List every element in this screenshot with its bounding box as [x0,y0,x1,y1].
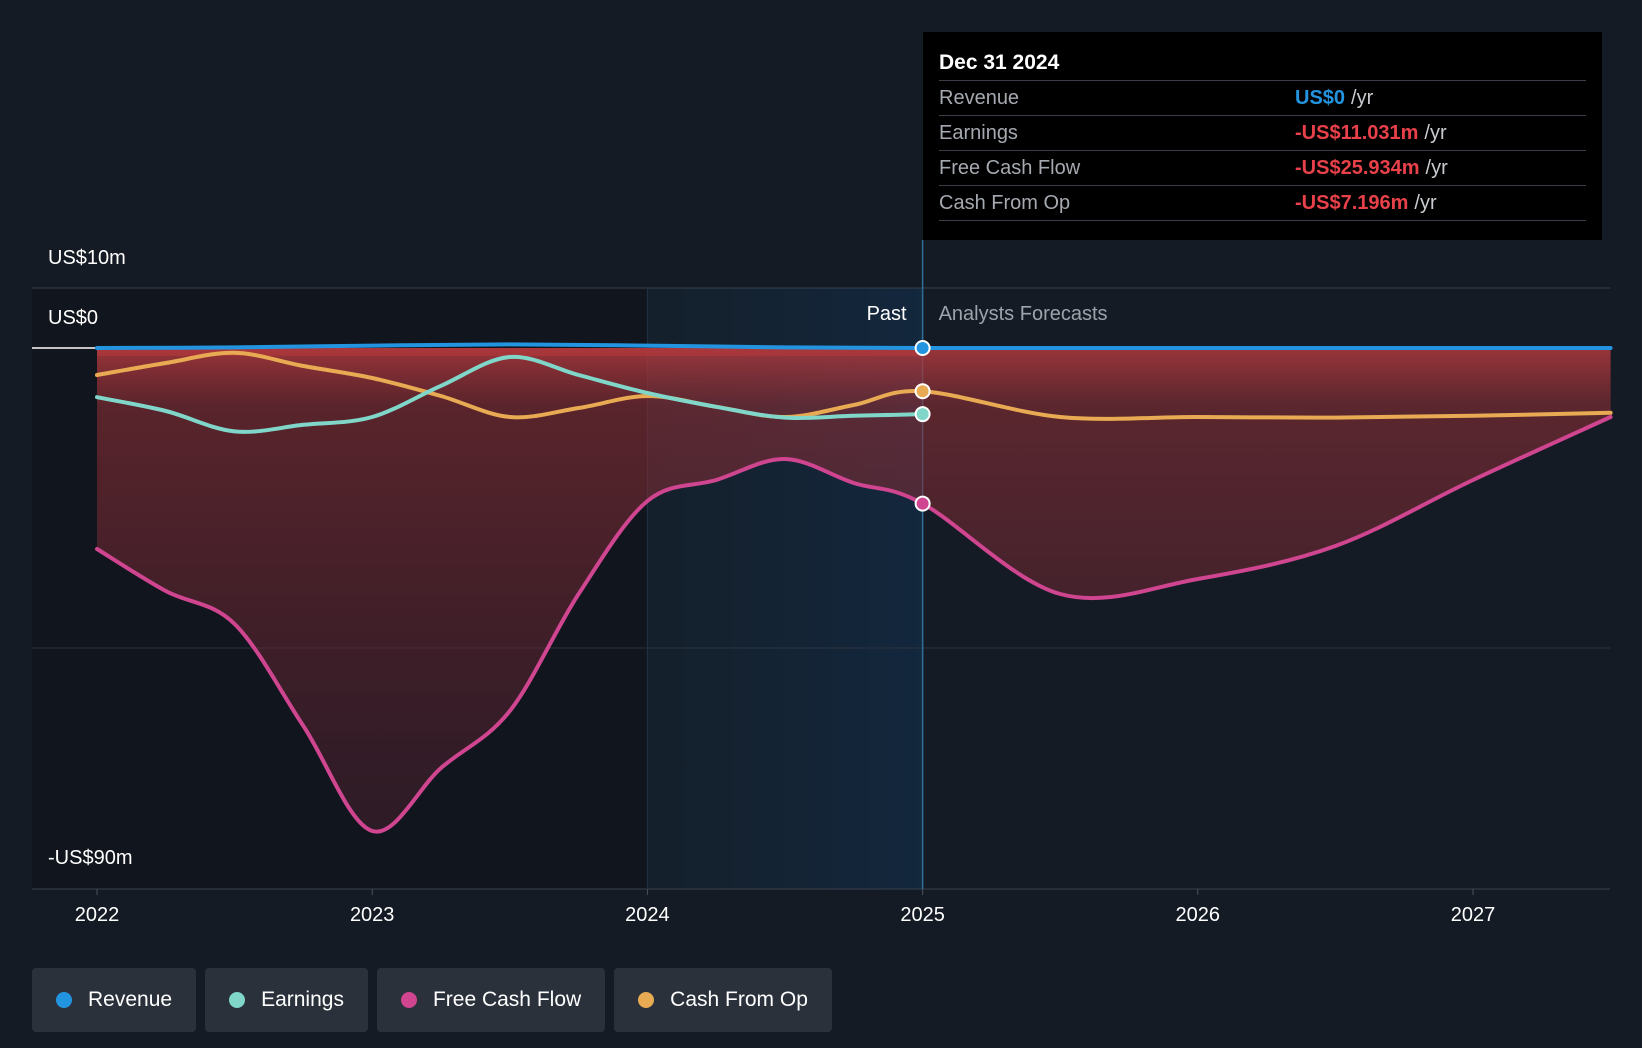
series-line-earnings [95,354,925,434]
tooltip-unit: /yr [1425,156,1448,179]
series-line-free-cash-flow [95,415,1613,834]
y-axis-label: -US$90m [48,847,132,869]
financial-chart: US$10m US$0 -US$90m 2022 2023 2024 2025 2026 202… [32,240,1613,926]
earnings-dot-icon [229,992,246,1008]
tooltip-label: Earnings [939,121,1018,144]
forecast-label: Analysts Forecasts [939,303,1108,325]
tooltip-value: -US$11.031m [1295,121,1419,144]
tooltip-row-revenue: Revenue US$0 /yr [939,80,1586,115]
negative-area-fill [97,348,1611,832]
tooltip-unit: /yr [1414,191,1437,214]
legend-item-free-cash-flow[interactable]: Free Cash Flow [376,968,606,1032]
x-tick-label: 2026 [1176,904,1221,926]
tooltip-row-cash-from-op: Cash From Op -US$7.196m /yr [939,185,1586,221]
tooltip-row-earnings: Earnings -US$11.031m /yr [939,115,1586,150]
legend-item-cash-from-op[interactable]: Cash From Op [614,968,832,1032]
marker-earnings [914,406,931,423]
legend-item-earnings[interactable]: Earnings [205,968,368,1032]
tooltip-unit: /yr [1351,86,1374,109]
x-tick-label: 2027 [1451,904,1496,926]
past-label: Past [867,303,907,325]
tooltip-value: -US$25.934m [1295,156,1420,179]
zero-band [97,348,923,356]
x-tick-label: 2023 [350,904,395,926]
x-tick-label: 2024 [625,904,670,926]
x-tick-label: 2022 [75,904,120,926]
tooltip-row-free-cash-flow: Free Cash Flow -US$25.934m /yr [939,150,1586,185]
revenue-dot-icon [56,992,72,1008]
tooltip-label: Free Cash Flow [939,156,1081,179]
marker-cash-from-op [914,383,931,400]
y-axis-label: US$10m [48,247,126,269]
legend: Revenue Earnings Free Cash Flow Cash Fro… [32,968,832,1032]
legend-label: Earnings [261,988,344,1011]
legend-label: Cash From Op [670,988,808,1011]
cash-from-op-dot-icon [638,992,655,1008]
legend-label: Revenue [88,988,173,1011]
y-axis-label: US$0 [48,307,98,329]
series-line-revenue [95,342,1613,351]
legend-item-revenue[interactable]: Revenue [32,968,197,1032]
tooltip-date: Dec 31 2024 [939,51,1060,74]
legend-label: Free Cash Flow [432,988,582,1011]
tooltip-label: Cash From Op [939,191,1071,214]
tooltip-panel: Dec 31 2024 Revenue US$0 /yr Earnings -U… [923,32,1602,240]
tooltip-value: US$0 [1295,86,1346,109]
marker-revenue [914,340,931,356]
tooltip-value: -US$7.196m [1295,191,1409,214]
free-cash-flow-dot-icon [400,992,417,1008]
marker-free-cash-flow [914,495,931,512]
tooltip-unit: /yr [1424,121,1447,144]
tooltip-label: Revenue [939,86,1020,109]
x-tick-label: 2025 [900,904,945,926]
